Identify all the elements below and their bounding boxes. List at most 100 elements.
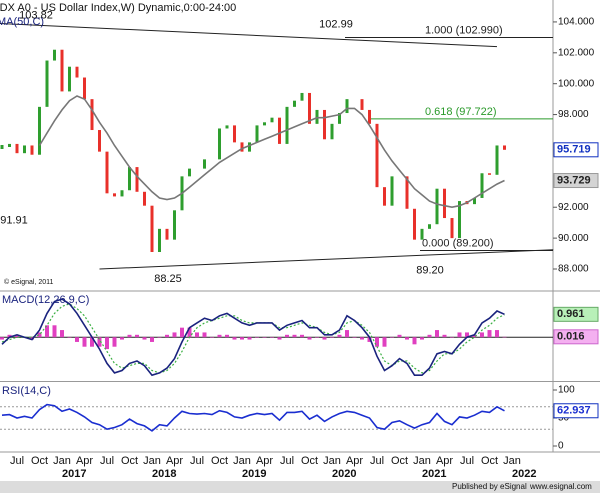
fib-label: 0.000 (89.200) (422, 237, 494, 249)
y-tick-label: 104.000 (558, 17, 595, 28)
x-year-label: 2019 (242, 468, 266, 480)
histogram-bar (472, 334, 477, 338)
histogram-bar (277, 337, 282, 340)
histogram-bar (495, 330, 499, 338)
histogram-bar (405, 337, 409, 340)
histogram-bar (270, 337, 274, 338)
x-year-label: 2021 (422, 468, 446, 480)
x-tick-label: Oct (391, 455, 408, 467)
price-annotation: 89.20 (416, 264, 444, 276)
x-tick-label: Oct (31, 455, 48, 467)
price-annotation: 103.82 (19, 10, 53, 22)
histogram-bar (90, 337, 94, 347)
price-axis-area (553, 0, 600, 452)
histogram-bar (435, 330, 439, 338)
histogram-bar (172, 332, 177, 338)
footer-left: Published by eSignal (452, 482, 527, 491)
histogram-bar (345, 330, 349, 338)
histogram-bar (67, 337, 72, 338)
histogram-bar (502, 336, 507, 338)
value-label-box (553, 329, 599, 345)
histogram-bar (45, 325, 49, 338)
histogram-bar (262, 337, 267, 338)
x-year-label: 2017 (62, 468, 86, 480)
histogram-bar (135, 334, 139, 338)
x-tick-label: Apr (346, 455, 363, 467)
x-tick-label: Jan (53, 455, 71, 467)
x-tick-label: Jan (233, 455, 251, 467)
fib-label: 1.000 (102.990) (425, 24, 503, 36)
value-label: 95.719 (557, 144, 591, 156)
x-tick-label: Oct (301, 455, 318, 467)
price-annotation: 88.25 (154, 273, 182, 285)
histogram-bar (232, 337, 237, 340)
y-tick-label: 90.000 (558, 233, 589, 244)
footer-bar (0, 481, 600, 493)
histogram-bar (142, 337, 147, 340)
x-year-label: 2020 (332, 468, 356, 480)
x-tick-label: Jan (323, 455, 341, 467)
histogram-bar (195, 332, 199, 338)
value-label-box (553, 403, 599, 419)
histogram-bar (412, 337, 417, 345)
value-label: 93.729 (557, 174, 591, 186)
indicator-title: MA(50,C) (0, 16, 44, 28)
value-label: 0.961 (557, 308, 585, 320)
x-tick-label: Jul (460, 455, 474, 467)
watermark: © eSignal, 2011 (4, 278, 54, 286)
histogram-bar (442, 334, 447, 338)
histogram-bar (0, 337, 4, 340)
x-tick-label: Apr (76, 455, 93, 467)
x-tick-label: Apr (166, 455, 183, 467)
histogram-bar (52, 325, 57, 338)
histogram-bar (127, 334, 132, 338)
x-tick-label: Jan (143, 455, 161, 467)
histogram-bar (60, 330, 64, 338)
y-tick-label: 100 (558, 385, 575, 396)
histogram-bar (120, 337, 124, 340)
histogram-bar (150, 337, 154, 342)
histogram-bar (255, 337, 259, 338)
histogram-bar (180, 327, 184, 338)
histogram-bar (217, 334, 222, 338)
y-tick-label: 102.000 (558, 47, 595, 58)
histogram-bar (247, 337, 252, 340)
x-tick-label: Jan (503, 455, 521, 467)
histogram-bar (210, 337, 214, 338)
histogram-bar (375, 337, 379, 347)
histogram-bar (240, 337, 244, 340)
x-year-label: 2018 (152, 468, 176, 480)
y-tick-label: 88.000 (558, 264, 589, 275)
x-tick-label: Jul (280, 455, 294, 467)
histogram-bar (337, 334, 342, 338)
y-tick-label: 92.000 (558, 202, 589, 213)
histogram-bar (82, 337, 87, 347)
histogram-bar (480, 332, 484, 338)
histogram-bar (187, 327, 192, 338)
histogram-bar (352, 337, 357, 338)
histogram-bar (465, 332, 469, 338)
histogram-bar (457, 332, 462, 338)
histogram-bar (487, 330, 492, 338)
value-label: 62.937 (557, 405, 591, 417)
histogram-bar (367, 337, 372, 342)
histogram-bar (397, 334, 402, 338)
price-annotation: 102.99 (319, 18, 353, 30)
y-tick-label: 0 (558, 441, 564, 452)
histogram-bar (450, 337, 454, 338)
x-tick-label: Oct (211, 455, 228, 467)
x-tick-label: Jul (10, 455, 24, 467)
histogram-bar (105, 337, 109, 350)
x-tick-label: Jul (100, 455, 114, 467)
x-tick-label: Apr (256, 455, 273, 467)
indicator-title: MACD(12,26,9,C) (2, 294, 89, 306)
chart-title: (DX A0 - US Dollar Index,W) Dynamic,0:00… (0, 2, 236, 14)
histogram-bar (157, 337, 162, 338)
histogram-bar (427, 334, 432, 338)
x-year-label: 2022 (512, 468, 536, 480)
x-tick-label: Jul (370, 455, 384, 467)
histogram-bar (225, 334, 229, 338)
histogram-bar (390, 337, 394, 338)
value-label: 0.016 (557, 331, 585, 343)
price-annotation: 91.91 (0, 215, 28, 227)
